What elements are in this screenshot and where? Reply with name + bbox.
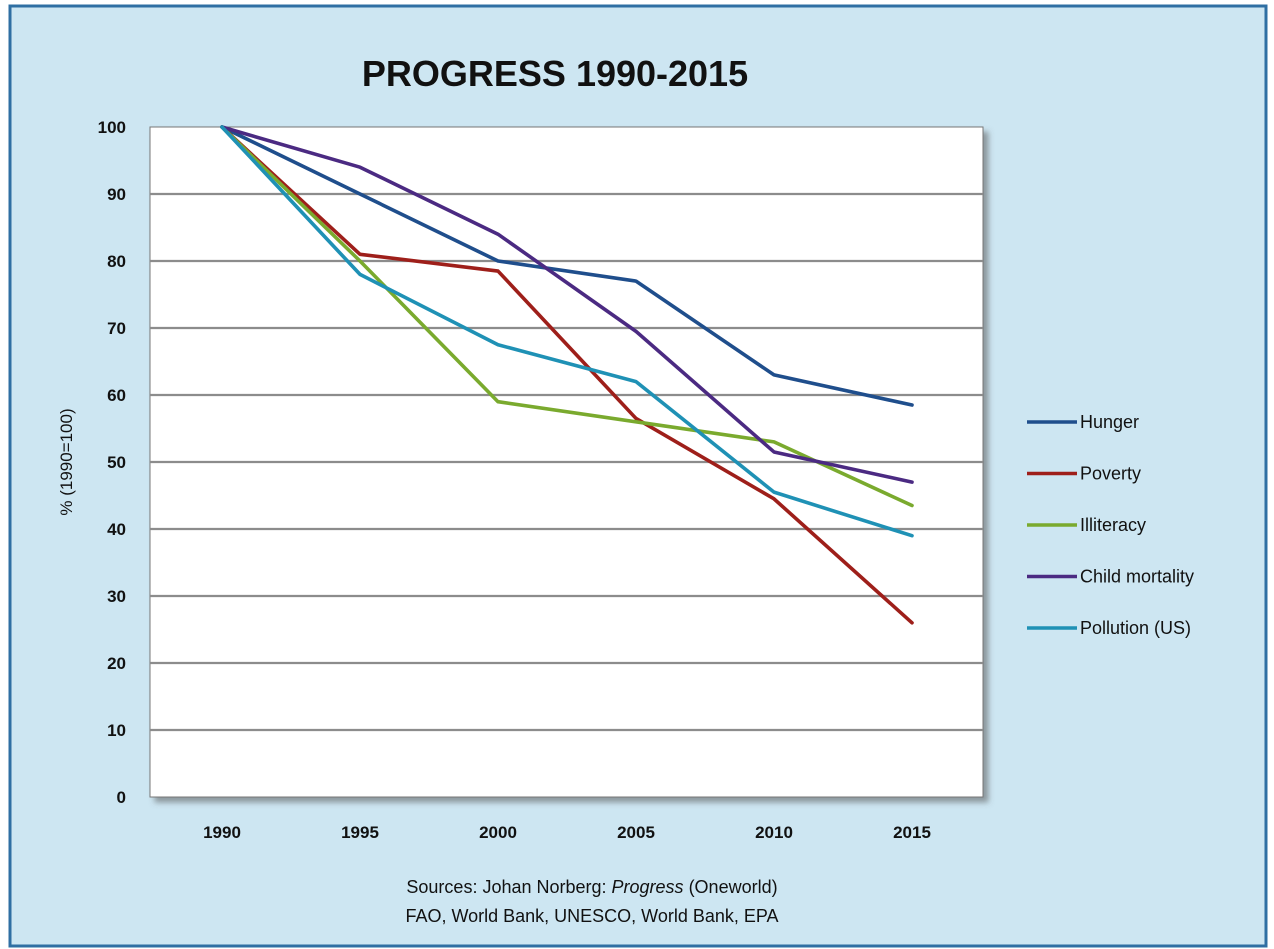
chart-title: PROGRESS 1990-2015 xyxy=(362,53,748,94)
legend-label-child-mortality: Child mortality xyxy=(1080,567,1194,587)
y-tick-label-30: 30 xyxy=(107,587,126,606)
legend-label-pollution-us: Pollution (US) xyxy=(1080,618,1191,638)
y-tick-label-0: 0 xyxy=(117,788,126,807)
y-tick-label-80: 80 xyxy=(107,252,126,271)
series-line-pollution-us xyxy=(220,125,914,538)
series-line-poverty xyxy=(220,125,914,625)
legend-label-hunger: Hunger xyxy=(1080,412,1139,432)
y-axis-label: % (1990=100) xyxy=(57,408,76,515)
legend-label-illiteracy: Illiteracy xyxy=(1080,515,1146,535)
x-tick-label-2005: 2005 xyxy=(617,823,655,842)
y-axis-ticks: 0 10 20 30 40 50 60 70 80 90 100 xyxy=(98,118,126,807)
y-tick-label-10: 10 xyxy=(107,721,126,740)
source-suffix: (Oneworld) xyxy=(684,877,778,897)
x-axis-ticks: 1990 1995 2000 2005 2010 2015 xyxy=(203,823,931,842)
x-tick-label-1990: 1990 xyxy=(203,823,241,842)
y-tick-label-90: 90 xyxy=(107,185,126,204)
x-tick-label-1995: 1995 xyxy=(341,823,379,842)
source-book-title: Progress xyxy=(612,877,684,897)
y-tick-label-40: 40 xyxy=(107,520,126,539)
source-line-2: FAO, World Bank, UNESCO, World Bank, EPA xyxy=(405,906,778,926)
gridlines xyxy=(150,192,983,732)
source-line-1: Sources: Johan Norberg: Progress (Onewor… xyxy=(406,877,777,897)
y-tick-label-20: 20 xyxy=(107,654,126,673)
y-tick-label-100: 100 xyxy=(98,118,126,137)
series-lines xyxy=(220,125,914,625)
x-tick-label-2000: 2000 xyxy=(479,823,517,842)
y-tick-label-50: 50 xyxy=(107,453,126,472)
y-tick-label-70: 70 xyxy=(107,319,126,338)
legend: Hunger Poverty Illiteracy Child mortality Po… xyxy=(1027,412,1194,638)
x-tick-label-2010: 2010 xyxy=(755,823,793,842)
series-line-child-mortality xyxy=(220,125,914,484)
series-line-illiteracy xyxy=(220,125,914,508)
source-prefix: Sources: Johan Norberg: xyxy=(406,877,611,897)
y-tick-label-60: 60 xyxy=(107,386,126,405)
x-tick-label-2015: 2015 xyxy=(893,823,931,842)
series-line-hunger xyxy=(220,125,914,407)
legend-label-poverty: Poverty xyxy=(1080,464,1141,484)
